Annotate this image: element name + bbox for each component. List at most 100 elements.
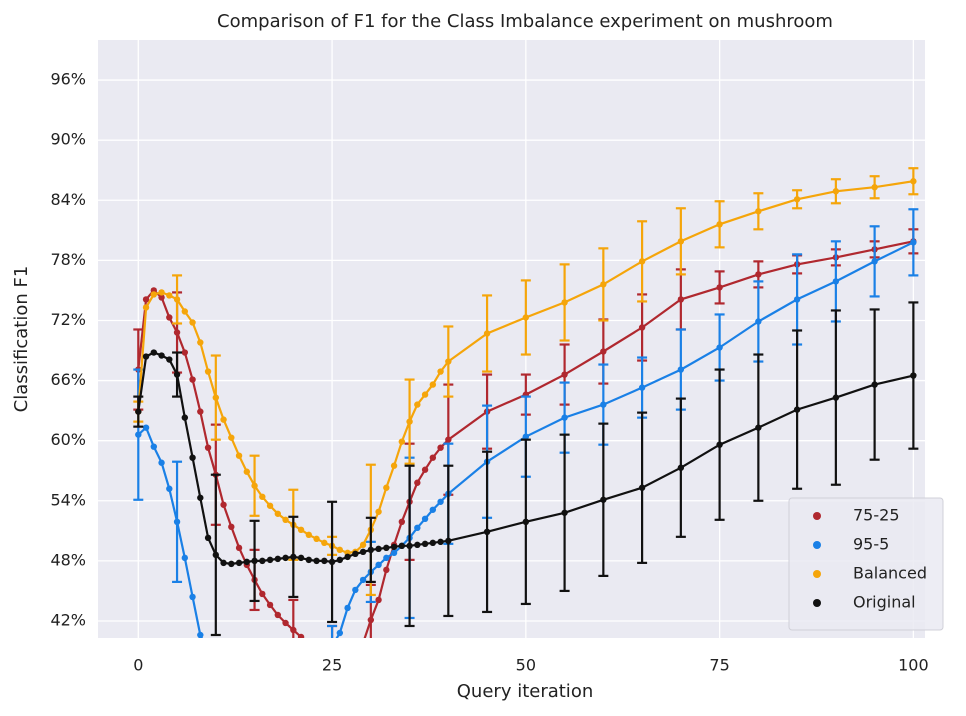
point bbox=[290, 553, 297, 561]
point bbox=[321, 557, 328, 565]
point bbox=[429, 454, 437, 461]
point bbox=[197, 631, 204, 638]
point bbox=[243, 468, 251, 475]
point bbox=[716, 221, 723, 228]
point bbox=[600, 348, 607, 355]
point bbox=[259, 590, 266, 598]
point bbox=[189, 593, 196, 601]
point bbox=[220, 559, 227, 567]
point bbox=[274, 510, 282, 517]
point bbox=[158, 352, 165, 359]
point bbox=[445, 436, 452, 443]
point bbox=[638, 484, 646, 491]
y-tick-label: 60% bbox=[50, 430, 86, 449]
point bbox=[421, 515, 429, 523]
point bbox=[375, 545, 382, 553]
point bbox=[189, 454, 196, 461]
x-tick-label: 50 bbox=[516, 656, 536, 675]
point bbox=[414, 401, 421, 408]
point bbox=[173, 329, 181, 336]
point bbox=[716, 441, 723, 448]
point bbox=[189, 376, 196, 383]
point bbox=[244, 668, 250, 674]
point bbox=[483, 330, 491, 337]
point bbox=[166, 292, 173, 299]
point bbox=[228, 668, 234, 674]
point bbox=[197, 408, 204, 415]
point bbox=[181, 414, 189, 421]
point bbox=[375, 508, 382, 515]
point bbox=[522, 433, 530, 440]
point bbox=[406, 542, 413, 550]
point bbox=[282, 554, 289, 562]
point bbox=[150, 349, 158, 356]
point bbox=[313, 535, 320, 543]
point bbox=[421, 466, 429, 473]
point bbox=[306, 640, 312, 646]
y-tick-label: 78% bbox=[50, 250, 86, 269]
point bbox=[235, 559, 243, 567]
point bbox=[336, 556, 344, 564]
point bbox=[871, 381, 878, 388]
point bbox=[832, 188, 840, 195]
point bbox=[235, 544, 243, 552]
point bbox=[677, 296, 685, 303]
point bbox=[910, 178, 917, 185]
point bbox=[197, 339, 204, 346]
point bbox=[344, 650, 350, 656]
point bbox=[228, 434, 235, 441]
point bbox=[336, 629, 344, 637]
point bbox=[228, 523, 235, 531]
point bbox=[352, 550, 359, 558]
point bbox=[375, 596, 382, 604]
point bbox=[871, 184, 878, 191]
point bbox=[561, 299, 568, 306]
point bbox=[677, 238, 685, 245]
point bbox=[390, 462, 398, 469]
point bbox=[755, 424, 762, 431]
point bbox=[212, 394, 220, 401]
point bbox=[274, 555, 282, 563]
point bbox=[445, 358, 452, 365]
point bbox=[375, 561, 382, 569]
point bbox=[414, 524, 421, 532]
point bbox=[755, 318, 762, 325]
y-axis-label: Classification F1 bbox=[11, 266, 32, 413]
point bbox=[359, 576, 367, 584]
point bbox=[832, 394, 840, 401]
point bbox=[383, 544, 390, 552]
point bbox=[251, 668, 257, 674]
legend-label: Original bbox=[853, 593, 916, 612]
point bbox=[173, 371, 181, 378]
point bbox=[181, 308, 189, 315]
point bbox=[135, 408, 142, 415]
point bbox=[150, 291, 158, 298]
point bbox=[313, 646, 319, 652]
point bbox=[483, 528, 491, 536]
point bbox=[267, 668, 273, 674]
point bbox=[189, 319, 196, 326]
point bbox=[243, 558, 251, 566]
point bbox=[359, 541, 367, 549]
point bbox=[205, 648, 211, 654]
point bbox=[677, 464, 685, 471]
point bbox=[158, 459, 165, 466]
point bbox=[306, 663, 312, 669]
point bbox=[259, 557, 266, 565]
point bbox=[313, 658, 319, 664]
point bbox=[638, 384, 646, 391]
point bbox=[290, 626, 297, 634]
point bbox=[406, 418, 413, 425]
point bbox=[166, 485, 173, 492]
error-bar bbox=[288, 651, 298, 691]
point bbox=[259, 493, 266, 500]
point bbox=[321, 539, 328, 547]
legend: 75-25 95-5 Balanced Original bbox=[788, 497, 944, 631]
point bbox=[328, 558, 336, 566]
point bbox=[716, 344, 723, 351]
point bbox=[329, 643, 335, 649]
point bbox=[600, 496, 607, 503]
legend-label: 75-25 bbox=[853, 506, 900, 525]
point bbox=[344, 553, 351, 561]
point bbox=[600, 401, 607, 408]
